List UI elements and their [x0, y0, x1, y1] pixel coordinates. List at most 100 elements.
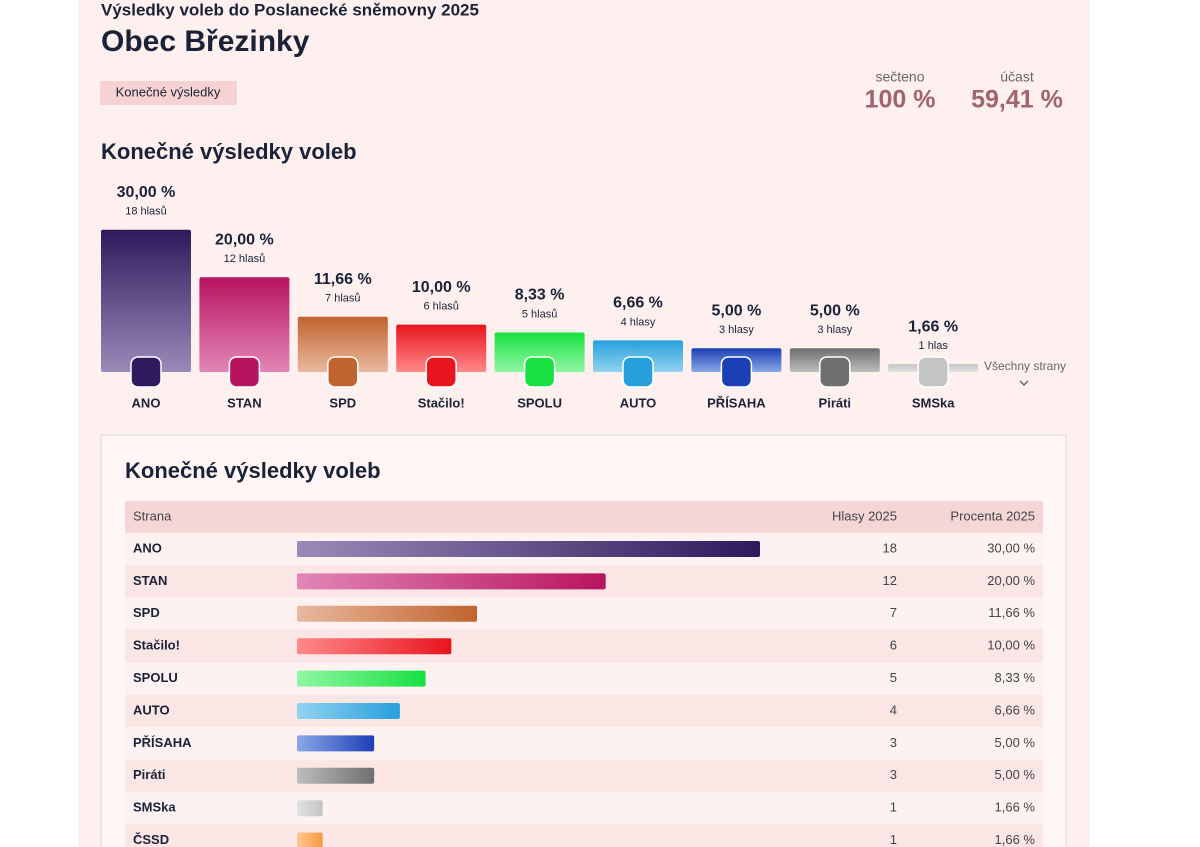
bar [593, 340, 683, 372]
party-cell: Piráti [133, 767, 166, 782]
votes-cell: 3 [890, 767, 897, 782]
percent-cell: 5,00 % [995, 767, 1036, 782]
party-cell: ANO [133, 540, 162, 555]
votes-cell: 18 [883, 540, 897, 555]
counted-label: sečteno [875, 69, 924, 85]
supertitle: Výsledky voleb do Poslanecké sněmovny 20… [101, 0, 479, 19]
category-label: SPOLU [517, 395, 562, 410]
votes-cell: 3 [890, 735, 897, 750]
percent-cell: 8,33 % [995, 670, 1036, 685]
votes-bar [297, 767, 375, 784]
votes-label: 3 hlasy [817, 324, 852, 336]
category-label: ANO [132, 395, 161, 410]
votes-bar [297, 800, 323, 817]
bar [297, 316, 388, 372]
votes-cell: 5 [890, 670, 897, 685]
table-row-bg [125, 662, 1043, 695]
percent-cell: 20,00 % [987, 573, 1035, 588]
value-label: 6,66 % [613, 295, 663, 312]
party-cell: PŘÍSAHA [133, 735, 192, 750]
value-label: 1,66 % [908, 318, 958, 335]
table-title: Konečné výsledky voleb [125, 458, 381, 483]
category-label: AUTO [620, 395, 657, 410]
party-cell: STAN [133, 573, 167, 588]
votes-bar [297, 605, 478, 622]
votes-label: 6 hlasů [423, 301, 458, 313]
votes-cell: 7 [890, 605, 897, 620]
percent-cell: 1,66 % [995, 832, 1036, 847]
percent-cell: 10,00 % [987, 638, 1035, 653]
turnout: 59,41 % [971, 86, 1063, 114]
party-cell: SMSka [133, 800, 176, 815]
value-label: 11,66 % [314, 271, 372, 288]
votes-cell: 4 [890, 702, 897, 717]
badge-bg [100, 81, 237, 105]
value-label: 5,00 % [711, 303, 761, 320]
party-logo [819, 356, 851, 388]
table-row-bg [125, 824, 1043, 847]
table-header-bg [125, 501, 1043, 533]
votes-cell: 6 [890, 638, 897, 653]
votes-label: 7 hlasů [325, 293, 360, 305]
party-cell: ČSSD [133, 832, 169, 847]
party-cell: SPD [133, 605, 160, 620]
table-row-bg [125, 727, 1043, 760]
votes-cell: 1 [890, 832, 897, 847]
votes-cell: 1 [890, 800, 897, 815]
party-logo [327, 356, 359, 388]
party-logo [228, 356, 261, 388]
votes-bar [297, 541, 760, 557]
table-row-bg [125, 759, 1043, 792]
party-logo [917, 356, 949, 388]
table-row-bg [125, 597, 1043, 630]
party-logo [622, 356, 654, 388]
value-label: 20,00 % [215, 231, 274, 248]
column-header: Strana [133, 508, 172, 523]
category-label: Stačilo! [418, 395, 465, 410]
value-label: 8,33 % [515, 287, 565, 304]
party-logo [425, 356, 457, 388]
votes-label: 18 hlasů [125, 206, 167, 218]
category-label: PŘÍSAHA [707, 395, 766, 410]
chevron [1019, 380, 1029, 387]
votes-bar [297, 735, 375, 752]
value-label: 10,00 % [412, 279, 471, 296]
votes-label: 4 hlasy [621, 316, 656, 328]
party-logo [720, 356, 753, 388]
turnout-label: účast [1000, 69, 1034, 85]
value-label: 30,00 % [117, 184, 176, 201]
category-label: Piráti [819, 395, 852, 410]
chart-title: Konečné výsledky voleb [101, 139, 357, 164]
votes-label: 1 hlas [919, 340, 949, 352]
counted: 100 % [865, 86, 936, 114]
percent-cell: 6,66 % [995, 702, 1036, 717]
column-header: Procenta 2025 [950, 508, 1035, 523]
value-label: 5,00 % [810, 303, 860, 320]
votes-label: 5 hlasů [522, 308, 557, 320]
badge: Konečné výsledky [116, 84, 221, 99]
votes-label: 12 hlasů [224, 253, 266, 265]
category-label: STAN [227, 395, 261, 410]
votes-label: 3 hlasy [719, 324, 754, 336]
page-title: Obec Březinky [101, 25, 310, 58]
table-row-bg [125, 694, 1043, 728]
votes-bar [297, 573, 606, 590]
votes-cell: 12 [883, 573, 897, 588]
category-label: SMSka [912, 395, 955, 410]
votes-bar [297, 670, 426, 687]
percent-cell: 1,66 % [995, 800, 1036, 815]
party-logo [523, 356, 556, 388]
votes-bar [297, 703, 400, 719]
table-row-bg [125, 630, 1043, 663]
party-cell: Stačilo! [133, 638, 180, 653]
bar [494, 332, 585, 372]
percent-cell: 30,00 % [987, 540, 1035, 555]
party-cell: SPOLU [133, 670, 178, 685]
column-header: Hlasy 2025 [832, 508, 897, 523]
party-logo [130, 356, 162, 388]
bar [396, 324, 487, 372]
bar [101, 229, 191, 372]
category-label: SPD [329, 395, 356, 410]
table-row-bg [125, 792, 1043, 825]
